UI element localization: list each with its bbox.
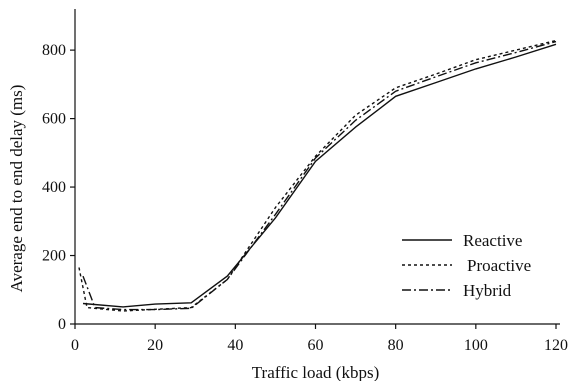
x-tick-label: 80: [388, 337, 404, 354]
x-tick-label: 0: [71, 337, 79, 354]
x-tick-label: 60: [308, 337, 324, 354]
y-tick-label: 600: [42, 111, 66, 128]
x-tick-label: 40: [227, 337, 243, 354]
x-tick-label: 20: [147, 337, 163, 354]
chart-legend: Reactive Proactive Hybrid: [402, 231, 531, 300]
chart-series: [78, 39, 557, 312]
legend-label-reactive: Reactive: [463, 231, 522, 250]
y-tick-label: 400: [42, 179, 66, 196]
series-line-hybrid: [82, 40, 557, 311]
y-tick-label: 0: [58, 316, 66, 333]
y-axis-title: Average end to end delay (ms): [7, 85, 26, 293]
legend-label-hybrid: Hybrid: [463, 281, 512, 300]
y-tick-label: 800: [42, 42, 66, 59]
x-tick-label: 120: [544, 337, 568, 354]
series-line-reactive: [82, 43, 557, 308]
y-tick-label: 200: [42, 248, 66, 265]
legend-label-proactive: Proactive: [467, 256, 531, 275]
chart-axes: 0 200 400 600 800 0 20 40 60 80 100 120: [42, 9, 568, 354]
x-tick-label: 100: [464, 337, 488, 354]
x-axis-title: Traffic load (kbps): [252, 363, 379, 381]
